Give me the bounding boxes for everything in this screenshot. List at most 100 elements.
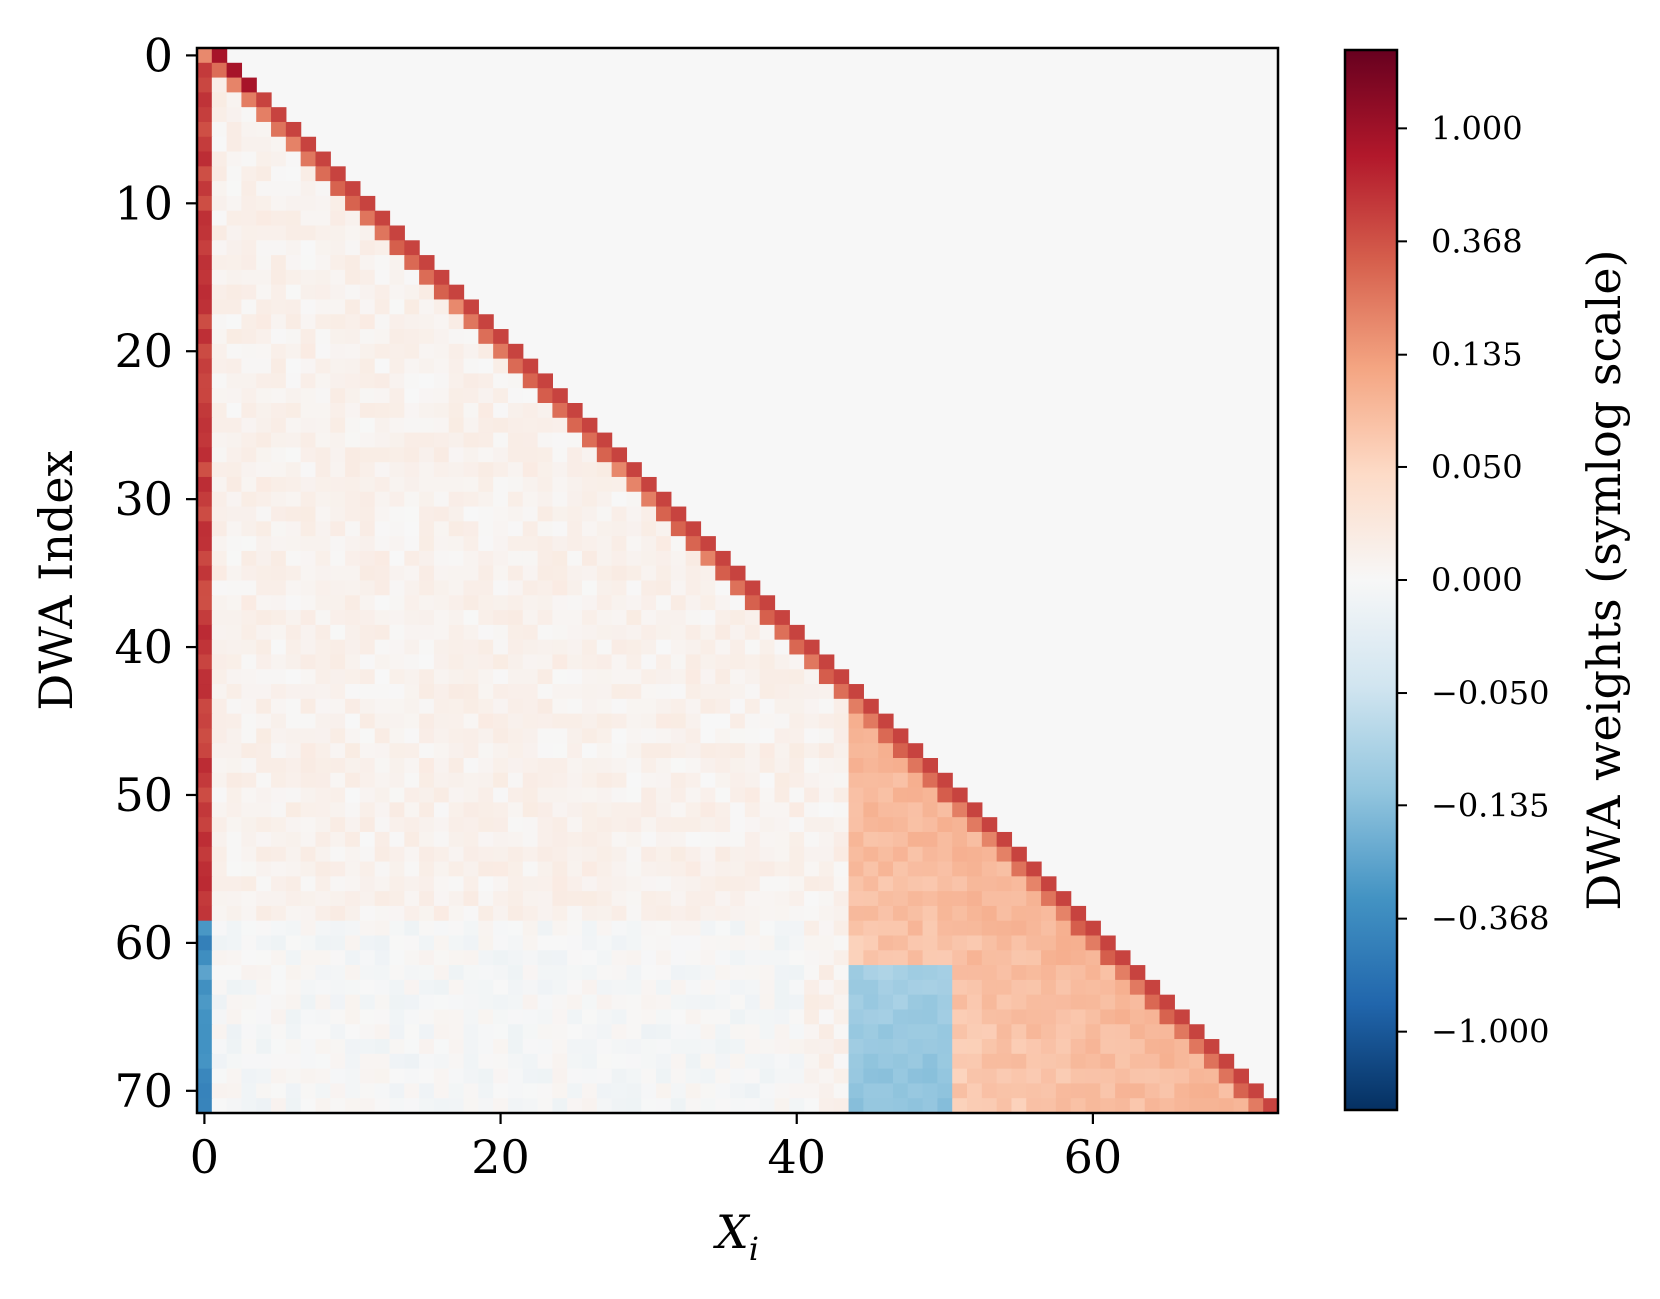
heatmap-cell (374, 521, 391, 537)
heatmap-cell (567, 965, 583, 981)
heatmap-cell (759, 935, 776, 951)
heatmap-cell (744, 846, 761, 863)
heatmap-cell (730, 1083, 746, 1099)
heatmap-cell (404, 861, 420, 877)
heatmap-cell (611, 876, 628, 892)
heatmap-cell (582, 550, 598, 567)
heatmap-cell (226, 1009, 243, 1025)
heatmap-cell (404, 950, 420, 966)
heatmap-cell (552, 728, 568, 744)
heatmap-cell (300, 831, 317, 848)
heatmap-cell (226, 965, 243, 981)
heatmap-cell (404, 669, 420, 685)
heatmap-cell (478, 610, 494, 626)
heatmap-cell (330, 225, 346, 241)
heatmap-cell (448, 1098, 465, 1114)
heatmap-cell (952, 965, 968, 981)
heatmap-cell (937, 1083, 953, 1099)
heatmap-cell (345, 891, 361, 907)
heatmap-cell (552, 447, 568, 463)
heatmap-cell (359, 802, 376, 818)
heatmap-cell (256, 580, 272, 596)
heatmap-cell (419, 1053, 435, 1070)
heatmap-cell (359, 624, 376, 641)
heatmap-cell (507, 905, 524, 922)
heatmap-cell (967, 1039, 983, 1055)
heatmap-cell (596, 1039, 613, 1055)
heatmap-cell (522, 831, 539, 848)
heatmap-cell (818, 965, 835, 981)
heatmap-cell (241, 358, 257, 375)
heatmap-cell (1189, 1083, 1205, 1099)
heatmap-cell (404, 506, 420, 522)
heatmap-cell (1174, 1098, 1190, 1114)
heatmap-cell (463, 432, 479, 448)
heatmap-cell (582, 417, 598, 434)
heatmap-cell (241, 1039, 257, 1055)
heatmap-cell (433, 1068, 450, 1085)
heatmap-cell (345, 580, 361, 596)
heatmap-cell (197, 343, 213, 360)
heatmap-cell (285, 432, 302, 448)
heatmap-cell (670, 802, 687, 818)
heatmap-cell (226, 506, 243, 522)
heatmap-cell (197, 462, 213, 478)
heatmap-cell (359, 550, 376, 567)
heatmap-cell (892, 817, 909, 833)
heatmap-cell (330, 181, 346, 197)
heatmap-cell (330, 432, 346, 448)
heatmap-cell (241, 151, 257, 167)
heatmap-cell (670, 654, 687, 670)
heatmap-cell (433, 506, 450, 522)
heatmap-cell (211, 595, 228, 611)
heatmap-cell (241, 314, 257, 330)
heatmap-cell (478, 831, 494, 848)
heatmap-cell (670, 521, 687, 537)
heatmap-cell (285, 713, 302, 730)
heatmap-cell (345, 432, 361, 448)
heatmap-cell (374, 713, 391, 730)
heatmap-cell (359, 491, 376, 508)
heatmap-cell (552, 1039, 568, 1055)
heatmap-cell (537, 550, 553, 567)
heatmap-cell (759, 684, 776, 700)
heatmap-cell (300, 358, 317, 375)
heatmap-cell (300, 166, 317, 182)
heatmap-cell (685, 876, 702, 892)
colorbar-label: DWA weights (symlog scale) (1577, 249, 1631, 910)
heatmap-cell (507, 817, 524, 833)
heatmap-cell (359, 403, 376, 419)
heatmap-cell (922, 1068, 939, 1085)
heatmap-cell (389, 476, 405, 493)
heatmap-cell (833, 920, 850, 937)
heatmap-cell (1026, 920, 1042, 937)
heatmap-cell (685, 728, 702, 744)
heatmap-cell (833, 684, 850, 700)
heatmap-cell (419, 506, 435, 522)
heatmap-cell (300, 802, 317, 818)
heatmap-cell (892, 1053, 909, 1070)
heatmap-cell (241, 225, 257, 241)
heatmap-cell (1248, 1083, 1264, 1099)
heatmap-cell (315, 610, 331, 626)
heatmap-cell (300, 181, 317, 197)
heatmap-cell (374, 965, 391, 981)
heatmap-cell (300, 210, 317, 227)
heatmap-cell (1100, 1083, 1116, 1099)
heatmap-cell (1070, 1098, 1087, 1114)
heatmap-cell (937, 1009, 953, 1025)
heatmap-cell (804, 713, 820, 730)
heatmap-cell (330, 920, 346, 937)
heatmap-cell (433, 432, 450, 448)
heatmap-cell (700, 698, 716, 715)
heatmap-cell (359, 654, 376, 670)
heatmap-cell (1100, 979, 1116, 996)
heatmap-cell (315, 1053, 331, 1070)
heatmap-cell (211, 610, 228, 626)
heatmap-cell (522, 1083, 539, 1099)
heatmap-cell (345, 846, 361, 863)
heatmap-cell (582, 1068, 598, 1085)
heatmap-cell (552, 506, 568, 522)
heatmap-cell (774, 728, 790, 744)
heatmap-cell (271, 550, 287, 567)
